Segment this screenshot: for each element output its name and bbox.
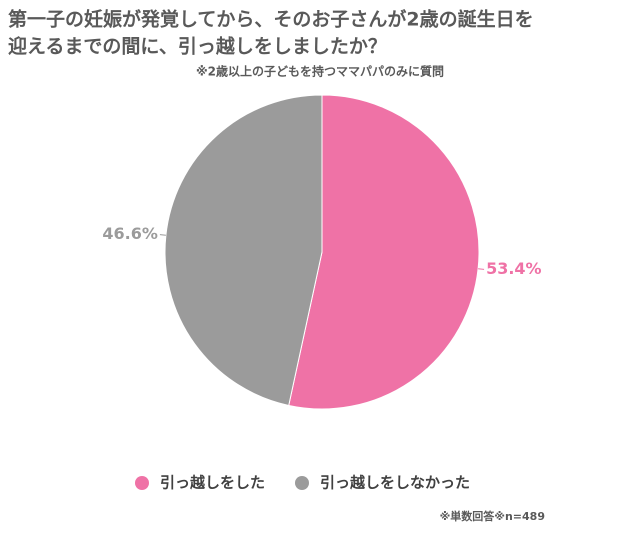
legend-marker — [295, 476, 309, 490]
legend-label: 引っ越しをした — [160, 474, 265, 492]
pie-slice — [164, 94, 323, 407]
data-label: 53.4% — [486, 259, 542, 278]
legend-marker — [135, 476, 149, 490]
leader-line — [478, 268, 485, 270]
pie-slice — [288, 94, 480, 410]
legend-label: 引っ越しをしなかった — [320, 474, 470, 492]
chart-subtitle: ※2歳以上の子どもを持つママパパのみに質問 — [196, 64, 444, 79]
footnote: ※単数回答※n=489 — [440, 509, 545, 523]
chart-title-line: 第一子の妊娠が発覚してから、そのお子さんが2歳の誕生日を — [8, 8, 534, 31]
chart-title-line: 迎えるまでの間に、引っ越しをしましたか？ — [8, 35, 387, 58]
data-label: 46.6% — [102, 224, 158, 243]
leader-line — [159, 234, 166, 236]
